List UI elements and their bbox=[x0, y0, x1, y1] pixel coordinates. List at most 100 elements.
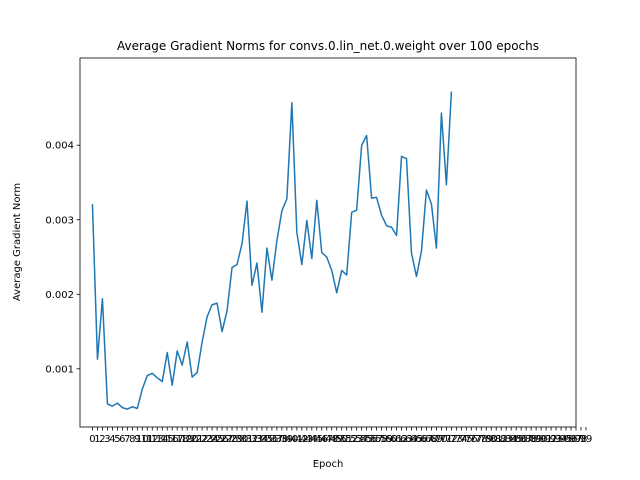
x-tick-label: 13 bbox=[151, 434, 164, 445]
x-tick-label: 61 bbox=[390, 434, 403, 445]
x-tick-label: 40 bbox=[285, 434, 298, 445]
x-tick-label: 71 bbox=[440, 434, 453, 445]
y-tick-label: 0.001 bbox=[45, 364, 74, 375]
x-tick-label: 20 bbox=[186, 434, 199, 445]
x-tick-label: 92 bbox=[545, 434, 558, 445]
x-tick-label: 45 bbox=[310, 434, 323, 445]
x-tick-label: 54 bbox=[355, 434, 368, 445]
x-axis-label: Epoch bbox=[313, 459, 344, 470]
x-tick-label: 36 bbox=[266, 434, 279, 445]
x-tick-label: 29 bbox=[231, 434, 244, 445]
x-tick-label: 90 bbox=[535, 434, 548, 445]
x-tick-label: 58 bbox=[375, 434, 388, 445]
x-tick-label: 87 bbox=[520, 434, 533, 445]
x-tick-label: 42 bbox=[295, 434, 308, 445]
x-tick-label: 94 bbox=[555, 434, 568, 445]
axes-frame bbox=[79, 57, 577, 428]
x-tick-label: 98 bbox=[575, 434, 588, 445]
x-tick-label: 35 bbox=[261, 434, 274, 445]
x-tick-label: 37 bbox=[271, 434, 284, 445]
x-tick-label: 74 bbox=[455, 434, 468, 445]
x-tick-label: 70 bbox=[435, 434, 448, 445]
x-tick-label: 85 bbox=[510, 434, 523, 445]
x-tick-label: 16 bbox=[166, 434, 179, 445]
x-tick-label: 76 bbox=[465, 434, 478, 445]
x-tick-label: 96 bbox=[565, 434, 578, 445]
x-tick-label: 50 bbox=[335, 434, 348, 445]
x-tick-label: 22 bbox=[196, 434, 209, 445]
x-tick-label: 30 bbox=[236, 434, 249, 445]
x-tick-label: 99 bbox=[580, 434, 593, 445]
x-tick-label: 91 bbox=[540, 434, 553, 445]
x-tick-label: 19 bbox=[181, 434, 194, 445]
x-tick-label: 95 bbox=[560, 434, 573, 445]
x-tick-label: 68 bbox=[425, 434, 438, 445]
x-tick-label: 52 bbox=[345, 434, 358, 445]
x-tick-label: 97 bbox=[570, 434, 583, 445]
x-tick-label: 14 bbox=[156, 434, 169, 445]
x-tick-label: 1 bbox=[94, 434, 100, 445]
x-tick-label: 64 bbox=[405, 434, 418, 445]
x-tick-label: 84 bbox=[505, 434, 518, 445]
x-tick-label: 34 bbox=[256, 434, 269, 445]
x-tick-label: 65 bbox=[410, 434, 423, 445]
x-tick-label: 5 bbox=[114, 434, 120, 445]
x-tick-label: 43 bbox=[300, 434, 313, 445]
x-tick-label: 24 bbox=[206, 434, 219, 445]
x-tick-label: 15 bbox=[161, 434, 174, 445]
x-tick-label: 75 bbox=[460, 434, 473, 445]
x-tick-label: 47 bbox=[320, 434, 333, 445]
x-tick-label: 80 bbox=[485, 434, 498, 445]
x-tick-label: 60 bbox=[385, 434, 398, 445]
x-tick-label: 63 bbox=[400, 434, 413, 445]
x-tick-label: 31 bbox=[241, 434, 254, 445]
x-tick-label: 18 bbox=[176, 434, 189, 445]
x-tick-label: 51 bbox=[340, 434, 353, 445]
x-tick-label: 9 bbox=[134, 434, 140, 445]
x-tick-label: 28 bbox=[226, 434, 239, 445]
series-line bbox=[91, 91, 453, 410]
x-tick-label: 73 bbox=[450, 434, 463, 445]
x-tick-label: 79 bbox=[480, 434, 493, 445]
x-tick-label: 46 bbox=[315, 434, 328, 445]
x-tick-label: 77 bbox=[470, 434, 483, 445]
x-tick-label: 44 bbox=[305, 434, 318, 445]
x-tick-label: 66 bbox=[415, 434, 428, 445]
x-tick-label: 86 bbox=[515, 434, 528, 445]
x-tick-label: 78 bbox=[475, 434, 488, 445]
x-axis: 0123456789101112131415161718192021222324… bbox=[89, 427, 592, 445]
x-tick-label: 82 bbox=[495, 434, 508, 445]
x-tick-label: 3 bbox=[104, 434, 110, 445]
x-tick-label: 25 bbox=[211, 434, 224, 445]
x-tick-label: 8 bbox=[129, 434, 135, 445]
y-tick-label: 0.002 bbox=[45, 290, 74, 301]
x-tick-label: 26 bbox=[216, 434, 229, 445]
x-tick-label: 32 bbox=[246, 434, 259, 445]
x-tick-label: 41 bbox=[290, 434, 303, 445]
y-tick-label: 0.003 bbox=[45, 215, 74, 226]
x-tick-label: 81 bbox=[490, 434, 503, 445]
x-tick-label: 33 bbox=[251, 434, 264, 445]
x-tick-label: 12 bbox=[146, 434, 159, 445]
x-tick-label: 59 bbox=[380, 434, 393, 445]
x-tick-label: 2 bbox=[99, 434, 105, 445]
x-tick-label: 10 bbox=[136, 434, 149, 445]
x-tick-label: 11 bbox=[141, 434, 154, 445]
x-tick-label: 0 bbox=[89, 434, 95, 445]
y-axis-label: Average Gradient Norm bbox=[12, 183, 23, 301]
x-tick-label: 93 bbox=[550, 434, 563, 445]
x-tick-label: 55 bbox=[360, 434, 373, 445]
x-tick-label: 7 bbox=[124, 434, 130, 445]
x-tick-label: 48 bbox=[325, 434, 338, 445]
x-tick-label: 69 bbox=[430, 434, 443, 445]
chart-title: Average Gradient Norms for convs.0.lin_n… bbox=[117, 39, 539, 53]
x-tick-label: 23 bbox=[201, 434, 214, 445]
x-tick-label: 53 bbox=[350, 434, 363, 445]
x-tick-label: 67 bbox=[420, 434, 433, 445]
x-tick-label: 17 bbox=[171, 434, 184, 445]
x-tick-label: 21 bbox=[191, 434, 204, 445]
x-tick-label: 6 bbox=[119, 434, 125, 445]
x-tick-label: 27 bbox=[221, 434, 234, 445]
